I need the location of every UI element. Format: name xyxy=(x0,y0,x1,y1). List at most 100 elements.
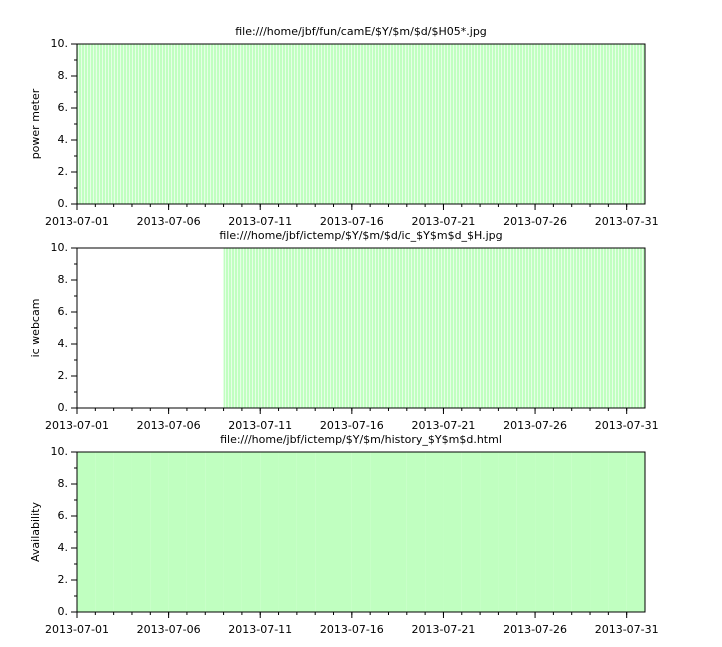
bar xyxy=(443,44,462,204)
bar xyxy=(370,44,389,204)
y-tick-label: 0. xyxy=(58,197,69,210)
bar xyxy=(406,44,426,204)
bar xyxy=(388,44,407,204)
bar xyxy=(461,452,481,612)
x-tick-label: 2013-07-01 xyxy=(45,215,109,228)
bar xyxy=(553,248,572,408)
bar xyxy=(535,44,554,204)
x-tick-label: 2013-07-26 xyxy=(503,623,567,636)
bar xyxy=(113,44,132,204)
bar xyxy=(406,452,426,612)
bar xyxy=(150,452,169,612)
bar xyxy=(95,452,114,612)
bar xyxy=(571,248,591,408)
bar xyxy=(461,248,481,408)
x-tick-label: 2013-07-16 xyxy=(320,215,384,228)
bar xyxy=(95,44,114,204)
y-tick-label: 4. xyxy=(58,541,69,554)
y-tick-label: 2. xyxy=(58,165,69,178)
bar xyxy=(535,452,554,612)
bar xyxy=(498,248,517,408)
bar xyxy=(168,44,187,204)
chart-title: file:///home/jbf/fun/camE/$Y/$m/$d/$H05*… xyxy=(235,25,487,38)
bar xyxy=(260,452,279,612)
y-tick-label: 10. xyxy=(51,37,69,50)
bar xyxy=(608,452,627,612)
bar xyxy=(168,452,187,612)
bar xyxy=(626,248,645,408)
y-tick-label: 6. xyxy=(58,509,69,522)
bar xyxy=(296,452,316,612)
bar xyxy=(590,44,609,204)
x-tick-label: 2013-07-11 xyxy=(228,623,292,636)
bar xyxy=(223,44,242,204)
x-tick-label: 2013-07-21 xyxy=(411,623,475,636)
y-tick-label: 4. xyxy=(58,133,69,146)
y-axis-label: ic webcam xyxy=(29,299,42,358)
bar xyxy=(315,452,334,612)
bar xyxy=(260,44,279,204)
bar xyxy=(370,248,389,408)
y-tick-label: 0. xyxy=(58,605,69,618)
bar xyxy=(150,44,169,204)
bar xyxy=(131,44,151,204)
y-tick-label: 0. xyxy=(58,401,69,414)
bar xyxy=(443,248,462,408)
bar xyxy=(351,248,371,408)
bar xyxy=(516,44,536,204)
x-tick-label: 2013-07-16 xyxy=(320,419,384,432)
x-tick-label: 2013-07-06 xyxy=(137,215,201,228)
bar xyxy=(351,452,371,612)
bar xyxy=(590,248,609,408)
y-tick-label: 8. xyxy=(58,477,69,490)
bar xyxy=(260,248,279,408)
bar xyxy=(516,248,536,408)
bar xyxy=(498,44,517,204)
y-tick-label: 10. xyxy=(51,241,69,254)
bar xyxy=(205,452,224,612)
bar xyxy=(278,248,297,408)
bar xyxy=(516,452,536,612)
x-tick-label: 2013-07-31 xyxy=(595,419,659,432)
bar xyxy=(296,248,316,408)
y-tick-label: 8. xyxy=(58,69,69,82)
bar xyxy=(296,44,316,204)
y-tick-label: 10. xyxy=(51,445,69,458)
x-tick-label: 2013-07-11 xyxy=(228,215,292,228)
bar xyxy=(425,248,444,408)
y-tick-label: 4. xyxy=(58,337,69,350)
bar xyxy=(553,452,572,612)
bar xyxy=(333,44,352,204)
bar xyxy=(388,248,407,408)
bar xyxy=(333,248,352,408)
bar xyxy=(590,452,609,612)
x-tick-label: 2013-07-11 xyxy=(228,419,292,432)
bar xyxy=(186,44,206,204)
y-tick-label: 2. xyxy=(58,369,69,382)
bar xyxy=(333,452,352,612)
bar xyxy=(186,452,206,612)
x-tick-label: 2013-07-16 xyxy=(320,623,384,636)
bar xyxy=(315,44,334,204)
bar xyxy=(571,44,591,204)
bar xyxy=(131,452,151,612)
bar xyxy=(480,248,499,408)
bar xyxy=(315,248,334,408)
y-tick-label: 8. xyxy=(58,273,69,286)
y-tick-label: 2. xyxy=(58,573,69,586)
bar xyxy=(498,452,517,612)
x-tick-label: 2013-07-06 xyxy=(137,623,201,636)
bar xyxy=(241,452,261,612)
x-tick-label: 2013-07-21 xyxy=(411,419,475,432)
bar xyxy=(608,248,627,408)
bar xyxy=(480,452,499,612)
bar xyxy=(278,452,297,612)
bar xyxy=(77,452,96,612)
x-tick-label: 2013-07-21 xyxy=(411,215,475,228)
bar xyxy=(425,452,444,612)
bar xyxy=(351,44,371,204)
bar xyxy=(553,44,572,204)
bar xyxy=(223,248,242,408)
bar xyxy=(278,44,297,204)
x-tick-label: 2013-07-26 xyxy=(503,215,567,228)
